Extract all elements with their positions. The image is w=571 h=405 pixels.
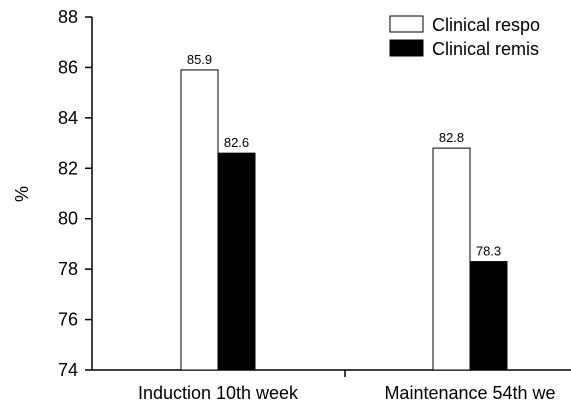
y-tick-label: 82 — [58, 158, 78, 178]
data-label: 82.8 — [439, 130, 464, 145]
y-tick-label: 88 — [58, 7, 78, 27]
bars — [180, 69, 508, 371]
bar — [432, 147, 471, 371]
y-tick-label: 74 — [58, 360, 78, 380]
data-label: 85.9 — [187, 52, 212, 67]
legend-label: Clinical remis — [432, 39, 539, 59]
y-ticks: 74 76 78 80 82 84 86 88 — [58, 7, 92, 380]
category-labels: Induction 10th week Maintenance 54th we — [138, 383, 556, 403]
bar — [469, 261, 508, 371]
x-category-label: Maintenance 54th we — [384, 383, 555, 403]
y-tick-label: 84 — [58, 108, 78, 128]
y-tick-label: 76 — [58, 310, 78, 330]
y-tick-label: 86 — [58, 57, 78, 77]
x-category-label: Induction 10th week — [138, 383, 299, 403]
bar — [217, 152, 256, 371]
data-label: 82.6 — [224, 135, 249, 150]
data-label: 78.3 — [476, 244, 501, 259]
bar — [180, 69, 219, 371]
y-tick-label: 78 — [58, 259, 78, 279]
legend: Clinical respo Clinical remis — [389, 15, 540, 59]
data-labels: 85.9 82.8 82.6 78.3 — [187, 52, 501, 259]
legend-swatch — [389, 39, 424, 57]
y-axis-label: % — [12, 186, 32, 202]
y-tick-label: 80 — [58, 209, 78, 229]
legend-swatch — [389, 15, 424, 33]
legend-label: Clinical respo — [432, 15, 540, 35]
